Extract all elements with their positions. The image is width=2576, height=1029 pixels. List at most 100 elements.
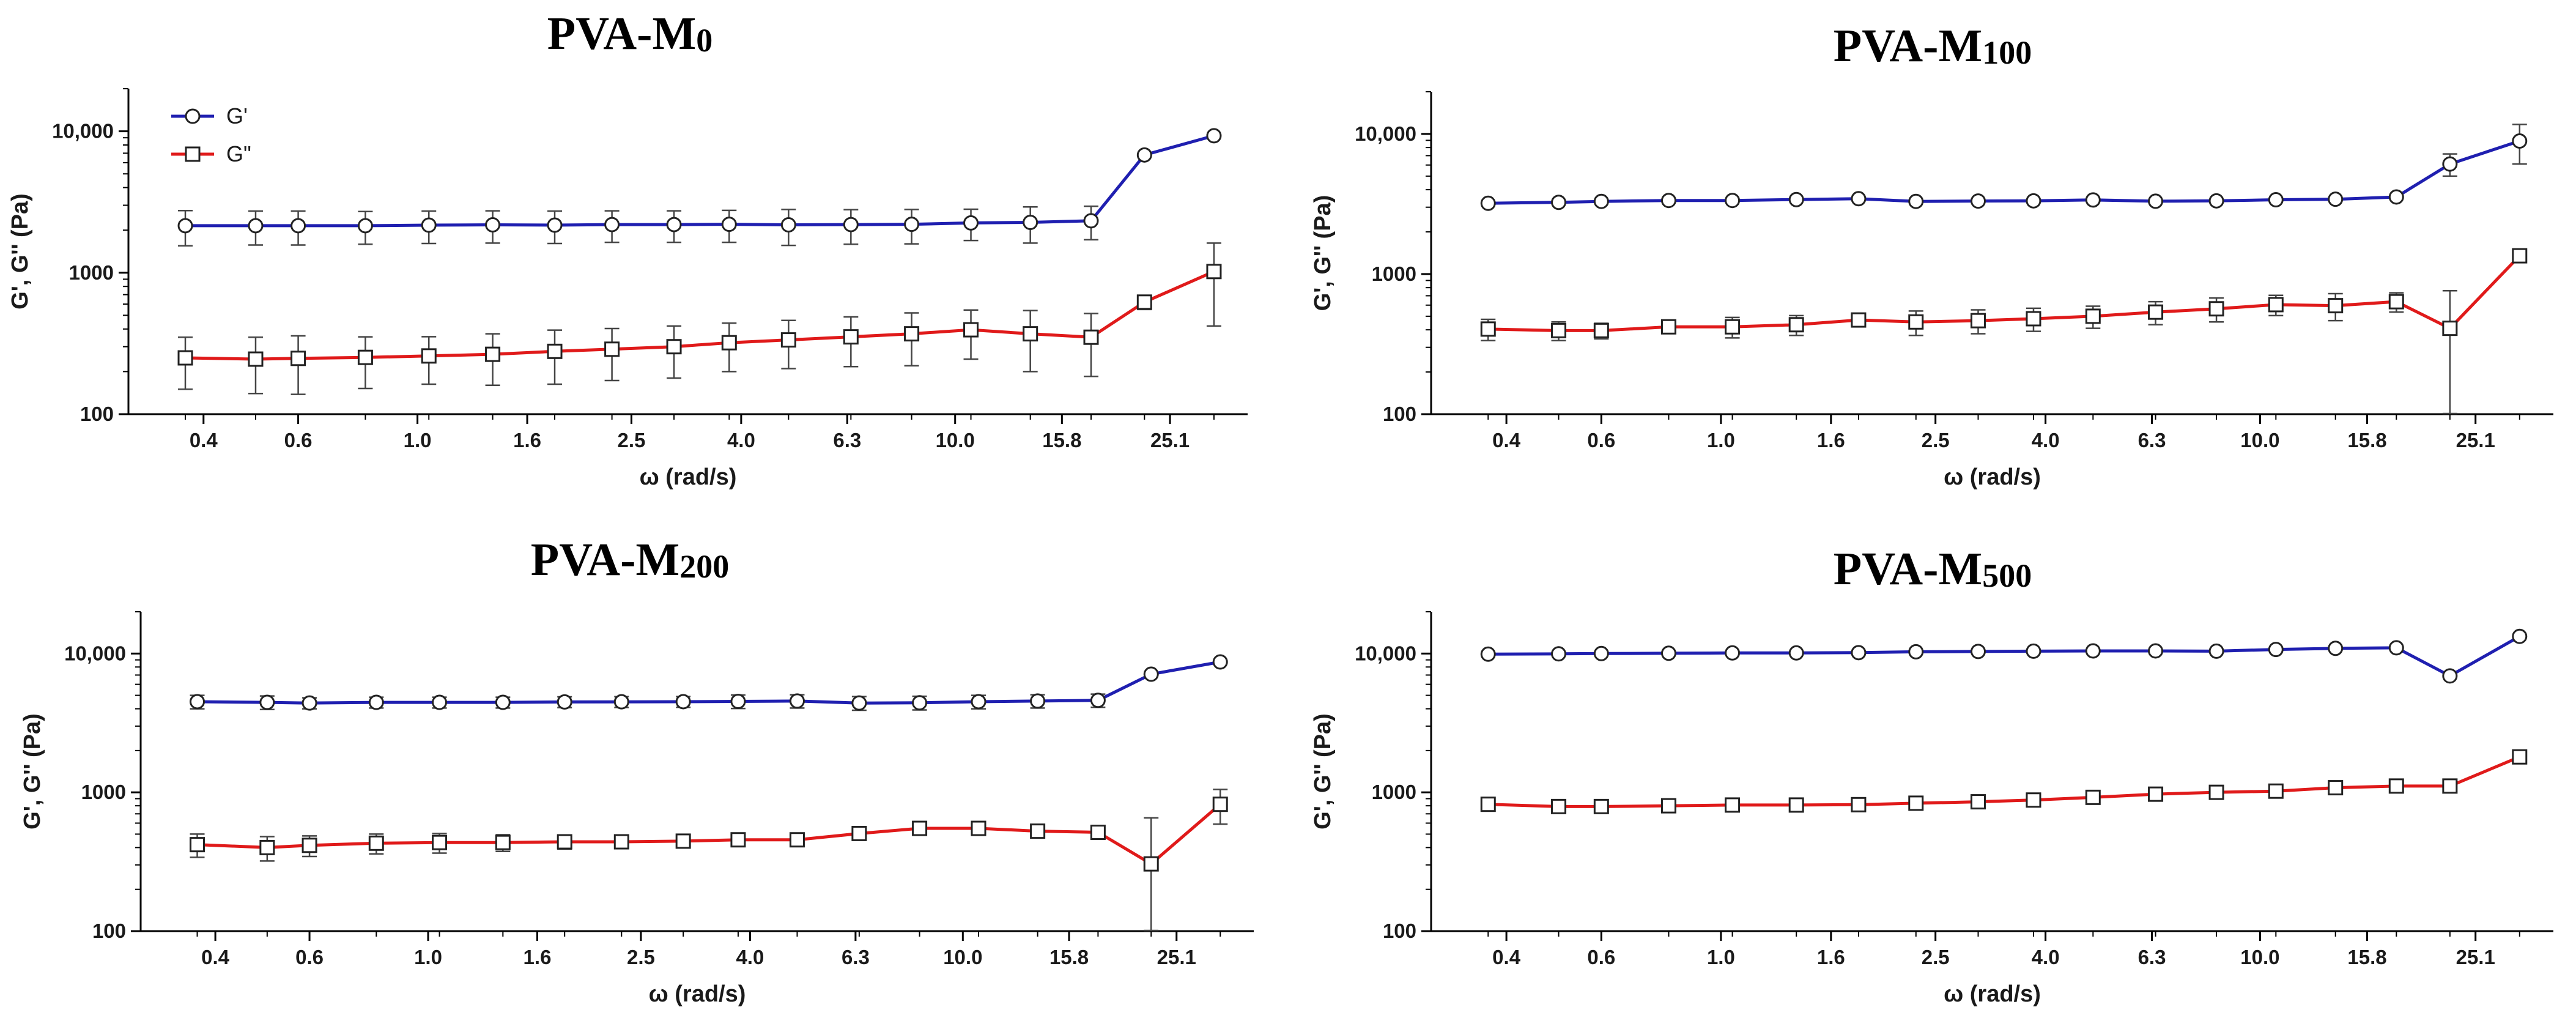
data-point <box>1480 646 1496 662</box>
data-point <box>2512 248 2528 264</box>
x-axis-label: ω (rad/s) <box>649 981 746 1007</box>
data-point <box>1851 645 1867 661</box>
data-point <box>1090 825 1106 841</box>
data-point <box>1908 314 1924 330</box>
data-point <box>248 351 264 367</box>
x-tick-label: 1.0 <box>1707 946 1735 968</box>
chart-title: PVA-M0 <box>547 8 712 59</box>
x-tick-label: 10.0 <box>943 946 982 968</box>
data-point <box>2442 321 2458 336</box>
series-line <box>185 270 1215 361</box>
y-axis-label: G', G'' (Pa) <box>1310 195 1336 311</box>
data-point <box>1908 795 1924 811</box>
x-tick-label: 25.1 <box>2456 946 2495 968</box>
data-point <box>2026 792 2041 808</box>
y-axis-label: G', G'' (Pa) <box>20 713 45 830</box>
series-line <box>197 660 1221 705</box>
data-point <box>557 834 572 850</box>
x-tick-label: 15.8 <box>1042 429 1081 451</box>
x-tick-label: 6.3 <box>842 946 870 968</box>
data-point <box>2085 643 2101 659</box>
x-tick-label: 6.3 <box>833 429 861 451</box>
data-point <box>971 694 986 710</box>
data-point <box>904 326 920 342</box>
data-point <box>2026 193 2041 209</box>
data-point <box>432 694 448 710</box>
data-point <box>2026 643 2041 659</box>
data-point <box>190 837 205 853</box>
x-tick-label: 2.5 <box>1922 429 1950 451</box>
series-line <box>1488 755 2520 808</box>
data-point <box>368 694 384 710</box>
data-point <box>1023 214 1038 230</box>
data-point <box>2208 643 2224 659</box>
data-point <box>1143 856 1159 872</box>
data-point <box>302 695 317 711</box>
data-point <box>1136 147 1152 163</box>
y-axis-label: G', G'' (Pa) <box>1310 713 1336 830</box>
data-point <box>904 217 920 232</box>
x-tick-label: 6.3 <box>2138 946 2166 968</box>
data-point <box>1593 193 1609 209</box>
x-axis-label: ω (rad/s) <box>1944 981 2041 1007</box>
chart-title: PVA-M500 <box>1834 543 2032 595</box>
x-tick-label: 0.4 <box>1492 429 1521 451</box>
data-point <box>1970 644 1986 659</box>
x-tick-label: 1.0 <box>414 946 442 968</box>
data-point <box>2442 668 2458 684</box>
data-point <box>557 694 572 710</box>
data-point <box>912 695 928 711</box>
data-point <box>843 329 859 345</box>
data-point <box>1083 213 1099 229</box>
data-point <box>1908 193 1924 209</box>
data-point <box>2512 628 2528 644</box>
x-tick-label: 0.4 <box>201 946 230 968</box>
data-point <box>291 218 306 234</box>
data-point <box>1851 191 1867 207</box>
data-point <box>1593 798 1609 814</box>
data-point <box>1480 321 1496 337</box>
data-point <box>2328 780 2344 796</box>
data-point <box>971 820 986 836</box>
y-tick-label: 10,000 <box>1355 642 1416 664</box>
data-point <box>357 218 373 234</box>
data-point <box>2268 297 2284 313</box>
x-tick-label: 0.6 <box>295 946 324 968</box>
data-point <box>2148 643 2164 659</box>
x-tick-label: 2.5 <box>617 429 645 451</box>
y-tick-label: 10,000 <box>52 120 114 143</box>
data-point <box>1212 797 1228 812</box>
series-line <box>185 134 1215 228</box>
data-point <box>2208 193 2224 209</box>
legend-label: G' <box>226 103 248 128</box>
y-tick-label: 100 <box>1383 403 1416 425</box>
chart-title-subscript: 0 <box>696 22 712 59</box>
x-tick-label: 15.8 <box>2347 946 2386 968</box>
data-point <box>485 217 501 233</box>
data-point <box>851 825 867 841</box>
data-point <box>730 694 746 710</box>
data-point <box>2268 783 2284 799</box>
y-tick-label: 10,000 <box>64 642 126 664</box>
data-point <box>1136 294 1152 310</box>
data-point <box>1030 693 1046 709</box>
data-point <box>259 839 275 855</box>
data-point <box>1851 797 1867 812</box>
data-point <box>485 346 501 362</box>
y-tick-label: 1000 <box>1372 262 1416 285</box>
data-point <box>1788 797 1804 813</box>
data-point <box>851 695 867 711</box>
series-line <box>1488 635 2521 678</box>
data-point <box>789 832 805 848</box>
data-point <box>2268 642 2284 658</box>
chart-title-subscript: 200 <box>679 548 729 585</box>
y-tick-label: 10,000 <box>1355 122 1416 145</box>
data-point <box>1083 329 1099 345</box>
data-point <box>604 217 620 232</box>
x-tick-label: 1.6 <box>513 429 541 451</box>
data-point <box>2328 191 2344 207</box>
chart-title-main: PVA-M <box>547 8 696 59</box>
x-tick-label: 0.6 <box>1587 429 1615 451</box>
chart-title-subscript: 100 <box>1982 34 2032 71</box>
data-point <box>1970 193 1986 209</box>
